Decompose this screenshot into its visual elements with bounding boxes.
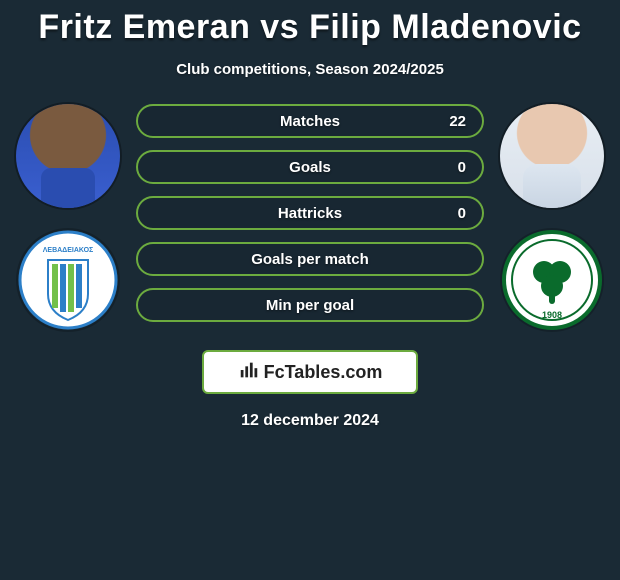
player-left-avatar	[16, 104, 120, 208]
stat-label: Goals per match	[138, 251, 482, 268]
player-right-avatar	[500, 104, 604, 208]
player-right-club-crest: 1908	[502, 230, 602, 330]
stat-row: Goals0	[136, 150, 484, 184]
svg-text:1908: 1908	[542, 310, 562, 320]
left-column: ΛΕΒΑΔΕΙΑΚΟΣ	[8, 104, 128, 330]
comparison-layout: ΛΕΒΑΔΕΙΑΚΟΣ Matches22Goals0Hattricks0Goa…	[0, 104, 620, 330]
stat-row: Matches22	[136, 104, 484, 138]
stats-column: Matches22Goals0Hattricks0Goals per match…	[128, 104, 492, 322]
right-column: 1908	[492, 104, 612, 330]
player-left-club-crest: ΛΕΒΑΔΕΙΑΚΟΣ	[18, 230, 118, 330]
stat-row: Hattricks0	[136, 196, 484, 230]
stat-value-right: 22	[449, 113, 466, 130]
date-text: 12 december 2024	[0, 412, 620, 430]
svg-text:ΛΕΒΑΔΕΙΑΚΟΣ: ΛΕΒΑΔΕΙΑΚΟΣ	[43, 247, 94, 254]
subtitle: Club competitions, Season 2024/2025	[0, 61, 620, 78]
page-title: Fritz Emeran vs Filip Mladenovic	[0, 0, 620, 47]
chart-icon	[238, 359, 260, 386]
stat-row: Min per goal	[136, 288, 484, 322]
stat-value-right: 0	[458, 159, 466, 176]
stat-label: Goals	[138, 159, 482, 176]
stat-label: Matches	[138, 113, 482, 130]
branding-text: FcTables.com	[264, 362, 383, 383]
stat-row: Goals per match	[136, 242, 484, 276]
stat-label: Min per goal	[138, 297, 482, 314]
stat-value-right: 0	[458, 205, 466, 222]
branding-badge: FcTables.com	[202, 350, 418, 394]
stat-label: Hattricks	[138, 205, 482, 222]
